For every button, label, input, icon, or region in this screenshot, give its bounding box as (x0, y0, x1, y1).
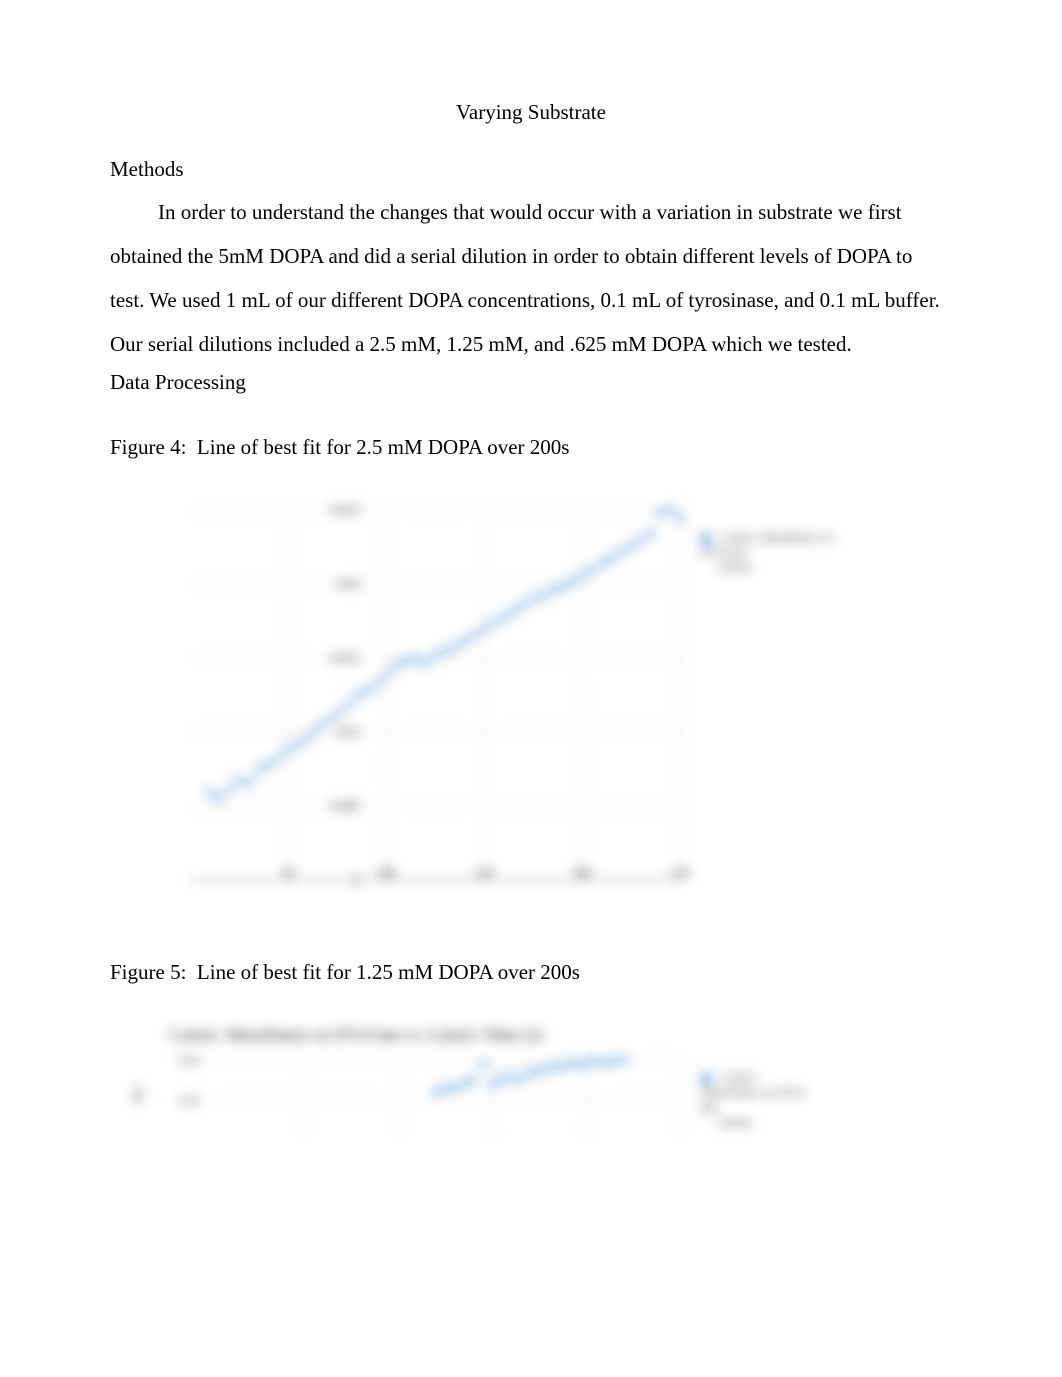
data-point (578, 571, 586, 579)
x-tick-label: 150 (474, 865, 494, 881)
data-point (497, 1076, 505, 1084)
data-point (647, 529, 655, 537)
data-point (479, 1060, 487, 1068)
data-point (607, 554, 615, 562)
chart-legend: Latest: Absorbance at 475.0 nm Linear (700, 530, 860, 575)
data-point (558, 583, 566, 591)
data-point (372, 681, 380, 689)
data-point (656, 509, 664, 517)
chart-2-legend: Latest: Absorbance at 475.0 nm Linear (700, 1070, 820, 1130)
data-point (441, 1084, 449, 1092)
data-point (235, 776, 243, 784)
chart-2-yaxis: Abs (130, 1085, 145, 1105)
data-point (509, 607, 517, 615)
data-point (568, 577, 576, 585)
data-point (362, 687, 370, 695)
data-point (431, 651, 439, 659)
data-point (610, 1056, 618, 1064)
data-point (421, 659, 429, 667)
data-point (432, 1088, 440, 1096)
data-point (215, 795, 223, 803)
data-point (588, 566, 596, 574)
data-point (526, 1068, 534, 1076)
x-tick-label: 250 (670, 865, 690, 881)
data-point (264, 761, 272, 769)
y-tick-label: 0.005 (331, 798, 360, 814)
data-point (450, 1084, 458, 1092)
y-tick-label: 0.015 (331, 650, 360, 666)
data-processing-heading: Data Processing (110, 370, 952, 395)
y-tick-label: 0.025 (331, 502, 360, 518)
data-point (460, 637, 468, 645)
data-point (573, 1060, 581, 1068)
data-point (617, 548, 625, 556)
figure-4-caption: Figure 4: Line of best fit for 2.5 mM DO… (110, 435, 952, 460)
data-point (666, 506, 674, 514)
figure-5-caption: Figure 5: Line of best fit for 1.25 mM D… (110, 960, 952, 985)
figure-5-chart: Latest: Absorbance at 475.0 nm vs. Lates… (120, 1015, 820, 1145)
x-tick-label: 200 (572, 865, 592, 881)
data-point (507, 1072, 515, 1080)
data-point (529, 595, 537, 603)
legend-text: Latest: Absorbance at 475.0 nm (700, 1070, 804, 1114)
data-point (333, 711, 341, 719)
data-point (255, 765, 263, 773)
data-point (490, 619, 498, 627)
data-point (460, 1080, 468, 1088)
chart-2-title: Latest: Absorbance at 475.0 nm vs. Lates… (170, 1025, 542, 1045)
data-point (488, 1080, 496, 1088)
data-point (500, 613, 508, 621)
data-point (535, 1068, 543, 1076)
data-point (284, 746, 292, 754)
data-point (225, 785, 233, 793)
figure-4-chart: Latest: Absorbance at 475.0 nm Linear 0 0… (120, 490, 860, 920)
data-point (637, 536, 645, 544)
data-point (598, 560, 606, 568)
data-point (519, 601, 527, 609)
data-point (206, 788, 214, 796)
data-point (591, 1056, 599, 1064)
x-tick-label: 50 (282, 865, 295, 881)
page-title: Varying Substrate (110, 100, 952, 125)
data-point (451, 643, 459, 651)
x-tick-label: 100 (376, 865, 396, 881)
y-tick-label: 0.01 (337, 724, 360, 740)
data-point (627, 542, 635, 550)
legend-text-2: Linear (718, 1115, 753, 1129)
data-point (392, 662, 400, 670)
data-point (480, 625, 488, 633)
methods-heading: Methods (110, 157, 952, 182)
legend-text-2: Linear (718, 560, 753, 574)
data-point (323, 717, 331, 725)
data-point (353, 693, 361, 701)
data-point (470, 632, 478, 640)
data-point (245, 779, 253, 787)
methods-paragraph: In order to understand the changes that … (110, 190, 952, 366)
data-point (620, 1056, 628, 1064)
legend-text: Latest: Absorbance at 475.0 nm (700, 530, 834, 559)
data-point (539, 592, 547, 600)
data-point (601, 1060, 609, 1068)
data-point (313, 725, 321, 733)
data-point (411, 654, 419, 662)
data-point (294, 740, 302, 748)
data-point (554, 1064, 562, 1072)
data-point (402, 657, 410, 665)
data-point (274, 755, 282, 763)
data-point (441, 647, 449, 655)
data-point (469, 1076, 477, 1084)
data-point (516, 1076, 524, 1084)
data-point (549, 586, 557, 594)
data-point (343, 702, 351, 710)
data-point (582, 1060, 590, 1068)
data-point (544, 1064, 552, 1072)
y-tick-label: 0.02 (179, 1053, 200, 1068)
y-tick-label: 0.01 (179, 1093, 200, 1108)
y-tick-label: 0.02 (337, 576, 360, 592)
y-tick-label: 0 (354, 872, 361, 888)
data-point (382, 672, 390, 680)
data-point (304, 734, 312, 742)
data-point (563, 1060, 571, 1068)
data-point (676, 514, 684, 522)
